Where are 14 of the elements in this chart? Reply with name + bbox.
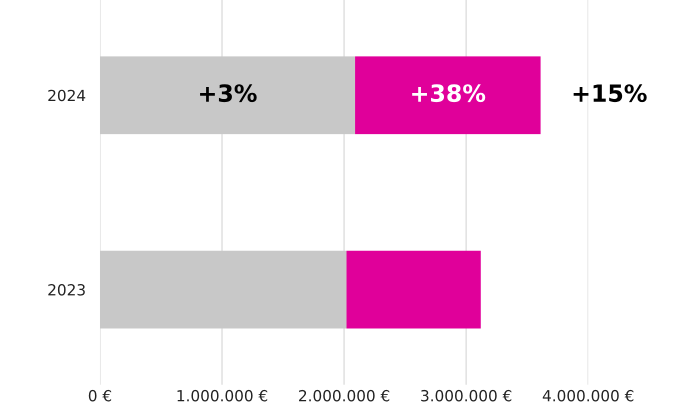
x-tick-label: 3.000.000 € [421, 390, 512, 402]
x-tick-label: 4.000.000 € [542, 390, 634, 402]
annotation: +15% [574, 84, 647, 102]
x-tick-label: 0 € [88, 390, 112, 402]
y-tick-label: 2023 [48, 284, 85, 296]
annotation: +38% [412, 84, 486, 102]
annotation: +3% [200, 84, 257, 102]
x-tick-label: 2.000.000 € [299, 390, 390, 402]
bar [100, 250, 347, 328]
bar [100, 56, 356, 134]
y-tick-label: 2024 [48, 90, 86, 102]
x-tick-label: 1.000.000 € [178, 390, 268, 402]
bar [355, 56, 541, 134]
bar [346, 250, 481, 328]
